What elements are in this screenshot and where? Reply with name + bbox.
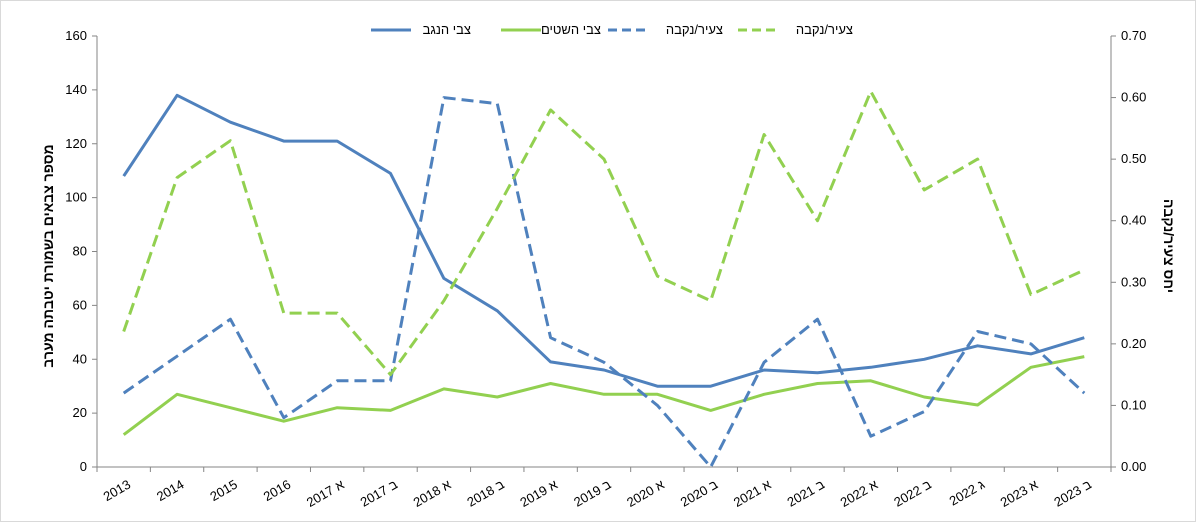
x-tick-label: 2022 ג [947, 476, 988, 508]
x-tick-label: 2013 [101, 477, 134, 504]
x-tick-label: 2016 [261, 477, 294, 504]
x-tick-label: 2023 א [998, 477, 1041, 510]
x-tick-label: 2020 ב [678, 476, 721, 509]
y2-tick-label: 0.60 [1121, 90, 1146, 105]
series-lines [122, 89, 1086, 469]
y2-tick-label: 0.00 [1121, 459, 1146, 474]
y2-tick-label: 0.30 [1121, 274, 1146, 289]
y-tick-label: 20 [73, 405, 87, 420]
x-tick-label: 2019 ב [571, 476, 614, 509]
series-line-3 [122, 89, 1085, 377]
y2-tick-label: 0.70 [1121, 28, 1146, 43]
y-tick-label: 140 [65, 82, 87, 97]
y-tick-label: 100 [65, 190, 87, 205]
x-tick-label: 2017 א [304, 477, 347, 510]
y2-axis-title: יחס צעיר/נקבה [1161, 199, 1177, 293]
x-tick-label: 2021 ב [785, 476, 828, 509]
y2-tick-label: 0.10 [1121, 397, 1146, 412]
y-tick-label: 80 [73, 244, 87, 259]
y-tick-label: 60 [73, 297, 87, 312]
x-tick-label: 2018 ב [464, 476, 507, 509]
y2-tick-label: 0.40 [1121, 213, 1146, 228]
y2-tick-label: 0.20 [1121, 336, 1146, 351]
x-tick-label: 2020 א [624, 477, 667, 510]
y-tick-label: 0 [80, 459, 87, 474]
x-tick-label: 2017 ב [358, 476, 401, 509]
legend-label: צעיר/נקבה [666, 22, 723, 37]
series-line-0 [122, 93, 1085, 388]
legend-label: צעיר/נקבה [796, 22, 853, 37]
x-tick-label: 2018 א [411, 477, 454, 510]
x-tick-label: 2023 ב [1051, 476, 1094, 509]
y2-tick-label: 0.50 [1121, 151, 1146, 166]
x-tick-label: 2014 [154, 477, 187, 504]
x-tick-label: 2021 א [731, 477, 774, 510]
series-line-1 [122, 355, 1085, 436]
x-tick-label: 2019 א [517, 477, 560, 510]
y-tick-label: 40 [73, 351, 87, 366]
x-tick-label: 2022 א [838, 477, 881, 510]
legend: צבי הנגב צבי השטים צעיר/נקבה צעיר/נקבה [371, 22, 853, 37]
y-axis-title: מספר צבאים בשמורת יטבתה מערב [40, 144, 56, 367]
series-line-2 [122, 96, 1086, 469]
y-tick-label: 120 [65, 136, 87, 151]
y-tick-label: 160 [65, 28, 87, 43]
legend-label: צבי הנגב [423, 22, 471, 37]
x-tick-label: 2022 ב [891, 476, 934, 509]
axes: 0 20 40 60 80 100 120 140 160 0.00 0.10 0.20 0.30 0.4… [65, 28, 1146, 510]
x-tick-label: 2015 [207, 477, 240, 504]
legend-label: צבי השטים [541, 22, 601, 37]
